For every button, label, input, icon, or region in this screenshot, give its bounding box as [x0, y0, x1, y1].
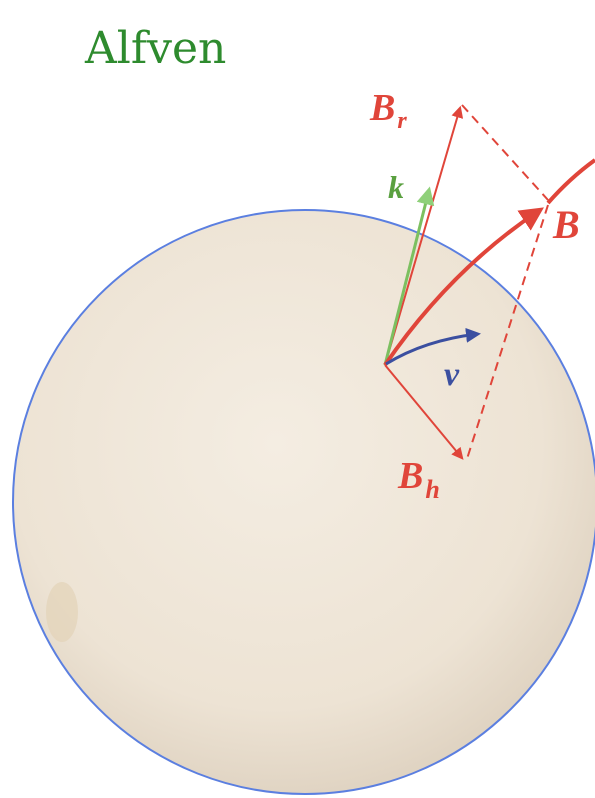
bh-base: B	[397, 455, 423, 497]
title: Alfven	[84, 23, 226, 74]
b-label: B	[552, 202, 580, 247]
br-label: Br	[369, 87, 407, 134]
b-arrow	[383, 207, 544, 367]
v-label: v	[444, 356, 460, 393]
k-arrow	[383, 186, 435, 366]
bh-label: Bh	[397, 455, 440, 504]
bh-sub: h	[425, 475, 439, 504]
dashed-line	[461, 104, 549, 201]
br-arrow	[384, 105, 464, 366]
knot	[46, 582, 78, 642]
v-arrow	[385, 327, 481, 366]
sphere	[12, 209, 595, 795]
b-line	[546, 158, 595, 205]
br-base: B	[369, 87, 395, 129]
bh-arrow	[384, 364, 464, 460]
br-sub: r	[397, 108, 407, 134]
k-label: k	[388, 169, 404, 205]
